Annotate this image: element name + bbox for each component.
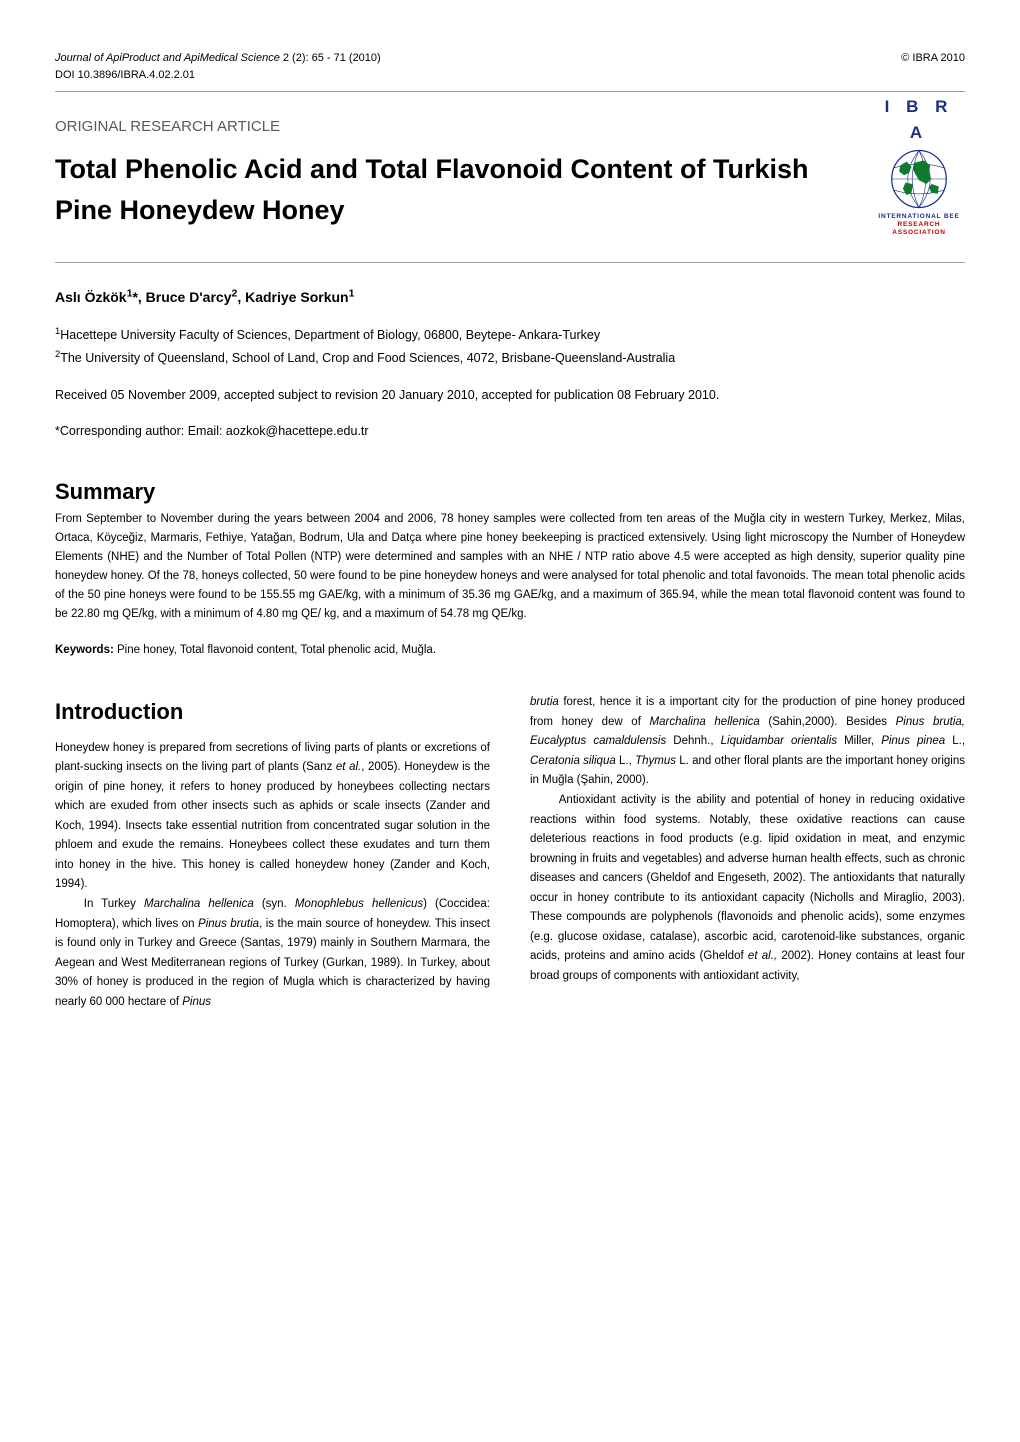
doi: DOI 10.3896/IBRA.4.02.2.01 bbox=[55, 67, 381, 84]
copyright: © IBRA 2010 bbox=[901, 50, 965, 67]
ibra-letters: I B R A bbox=[873, 94, 965, 145]
page: Journal of ApiProduct and ApiMedical Sci… bbox=[0, 0, 1020, 1052]
issue-info: 2 (2): 65 - 71 (2010) bbox=[280, 52, 381, 64]
keywords-text: Pine honey, Total flavonoid content, Tot… bbox=[114, 644, 436, 656]
ibra-sub2: RESEARCH ASSOCIATION bbox=[892, 221, 945, 236]
intro-para-2: In Turkey Marchalina hellenica (syn. Mon… bbox=[55, 895, 490, 1012]
journal-name: Journal of ApiProduct and ApiMedical Sci… bbox=[55, 52, 280, 64]
article-title: Total Phenolic Acid and Total Flavonoid … bbox=[55, 149, 855, 233]
keywords-label: Keywords: bbox=[55, 644, 114, 656]
keywords: Keywords: Pine honey, Total flavonoid co… bbox=[55, 642, 965, 659]
divider-after-title bbox=[55, 262, 965, 263]
summary-text: From September to November during the ye… bbox=[55, 510, 965, 624]
column-left: Introduction Honeydew honey is prepared … bbox=[55, 693, 490, 1012]
ibra-subtext: INTERNATIONAL BEE RESEARCH ASSOCIATION bbox=[873, 213, 965, 236]
summary-heading: Summary bbox=[55, 475, 965, 508]
intro-para-4: Antioxidant activity is the ability and … bbox=[530, 791, 965, 986]
received-dates: Received 05 November 2009, accepted subj… bbox=[55, 386, 965, 405]
title-block: ORIGINAL RESEARCH ARTICLE Total Phenolic… bbox=[55, 116, 855, 242]
article-type-label: ORIGINAL RESEARCH ARTICLE bbox=[55, 116, 855, 139]
authors: Aslı Özkök1*, Bruce D'arcy2, Kadriye Sor… bbox=[55, 287, 965, 308]
title-logo-row: ORIGINAL RESEARCH ARTICLE Total Phenolic… bbox=[55, 116, 965, 242]
affiliation-1: 1Hacettepe University Faculty of Science… bbox=[55, 326, 965, 345]
globe-map-icon bbox=[888, 148, 950, 210]
two-column-body: Introduction Honeydew honey is prepared … bbox=[55, 693, 965, 1012]
column-right: brutia forest, hence it is a important c… bbox=[530, 693, 965, 1012]
ibra-sub1: INTERNATIONAL BEE bbox=[878, 213, 959, 220]
intro-para-1: Honeydew honey is prepared from secretio… bbox=[55, 739, 490, 895]
intro-para-3: brutia forest, hence it is a important c… bbox=[530, 693, 965, 791]
introduction-heading: Introduction bbox=[55, 693, 490, 730]
divider-top bbox=[55, 91, 965, 92]
ibra-logo: I B R A INTERNATIONAL BEE RESEARCH ASSOC… bbox=[873, 94, 965, 236]
affiliation-2: 2The University of Queensland, School of… bbox=[55, 349, 965, 368]
header-row: Journal of ApiProduct and ApiMedical Sci… bbox=[55, 50, 965, 83]
journal-block: Journal of ApiProduct and ApiMedical Sci… bbox=[55, 50, 381, 83]
corresponding-author: *Corresponding author: Email: aozkok@hac… bbox=[55, 422, 965, 441]
